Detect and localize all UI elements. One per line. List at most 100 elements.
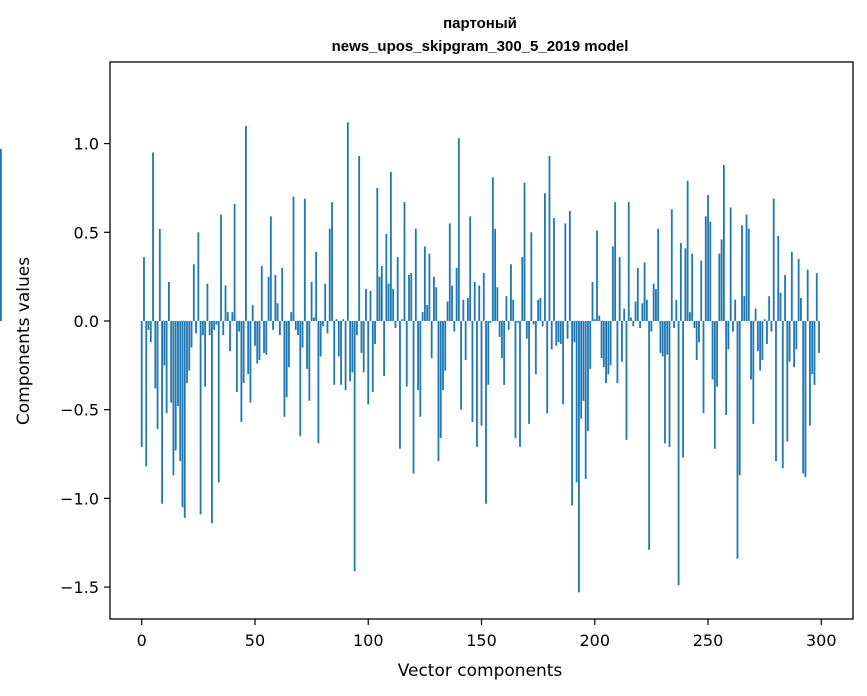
bar-188 [566,320,569,339]
bar-51 [256,320,259,364]
bar-135 [446,301,449,321]
bar-295 [809,320,811,426]
bar-200 [593,319,596,321]
bar-84 [331,202,333,321]
bar-281 [777,235,780,321]
bar-13 [170,320,173,403]
y-tick-label: 1.0 [74,135,99,154]
bar-210 [616,320,619,384]
bar-206 [607,320,610,375]
bar-136 [448,223,451,321]
bar-112 [394,320,397,329]
bar-124 [421,312,424,321]
bar-8 [158,228,161,321]
bar-225 [650,320,653,332]
bar-58 [272,320,274,330]
bar-131 [437,320,440,462]
bar-269 [750,320,752,380]
bar-229 [659,320,662,353]
bar-57 [269,216,272,321]
bar-92 [349,320,352,382]
bar-81 [324,283,327,321]
bar-171 [528,320,530,424]
bar-180 [548,156,551,321]
bar-113 [396,257,399,321]
bar-52 [258,320,261,361]
bar-107 [383,320,385,376]
bar-130 [435,287,438,321]
bar-174 [534,320,537,375]
bar-66 [290,312,293,321]
bar-294 [806,269,809,321]
bar-27 [201,320,204,336]
bar-119 [410,273,413,321]
bar-98 [362,320,365,373]
bar-133 [442,320,444,391]
bar-212 [621,320,623,362]
bar-152 [485,320,487,504]
bars-group [0,122,820,593]
bar-185 [559,320,562,345]
y-axis-ticks: −1.5 −1.0 −0.5 0.0 0.5 1.0 [60,135,110,597]
bar-292 [802,320,805,474]
bar-215 [627,202,630,321]
bar-95 [356,320,358,336]
y-tick-label: −1.0 [60,489,99,508]
bar-241 [686,180,689,321]
bar-74 [308,320,311,401]
bar-195 [582,320,585,401]
bar-271 [754,308,757,321]
x-tick-label: 50 [245,631,265,650]
bar-132 [439,320,442,439]
bar-149 [478,285,481,321]
bar-244 [693,320,696,329]
bar-263 [736,320,739,559]
bar-75 [310,281,313,321]
bar-94 [353,320,356,572]
bar-80 [322,320,324,327]
bar-199 [591,281,594,321]
bar-230 [661,320,664,357]
bar-279 [772,198,775,321]
bar-277 [768,296,771,321]
bar-240 [684,248,687,321]
bar-249 [704,216,707,321]
bar-202 [598,315,601,321]
x-axis-label: Vector components [398,661,563,681]
bar-53 [260,266,263,321]
bar-221 [641,303,644,321]
bar-125 [423,246,426,321]
bar-287 [790,251,793,321]
bar-214 [625,320,628,440]
bar-179 [546,320,549,414]
bar-208 [611,246,614,321]
bar-163 [510,264,512,321]
bar-236 [675,299,678,321]
bar-157 [496,287,499,321]
bar-299 [818,320,820,353]
bar-164 [512,299,515,321]
bar-156 [494,228,496,321]
bar-37 [224,285,227,321]
bar-100 [367,320,370,405]
bar-143 [464,320,467,361]
bar-145 [469,216,472,321]
bar-96 [358,156,361,321]
bar-266 [743,296,746,321]
bar-186 [562,320,564,405]
x-tick-label: 150 [466,631,497,650]
bar-167 [519,320,521,447]
bar-2 [145,320,148,467]
bar-219 [636,267,639,321]
bar-43 [238,320,241,332]
bar-261 [732,320,734,332]
bar-19 [183,320,186,518]
bar-168 [521,257,524,321]
bar-189 [568,211,571,321]
bar-283 [781,320,784,469]
bar-166 [516,320,519,323]
bar-16 [177,320,179,407]
bar-217 [632,320,635,327]
bar-5 [152,152,154,321]
bar-103 [374,320,376,345]
